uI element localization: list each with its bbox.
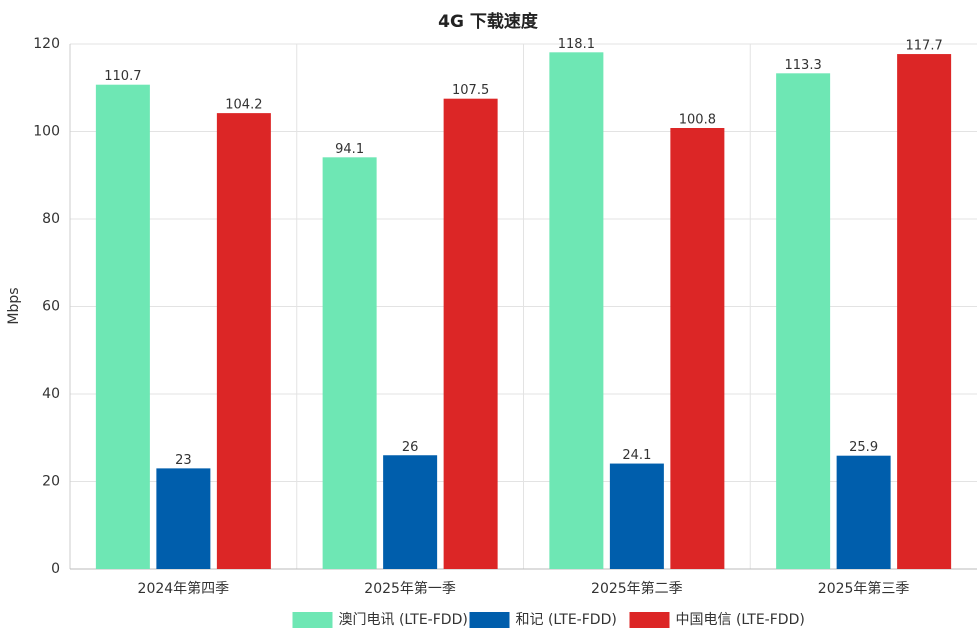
bar <box>95 84 150 569</box>
bar <box>776 73 831 569</box>
chart-title: 4G 下载速度 <box>438 11 539 32</box>
bar <box>609 463 664 569</box>
bar <box>670 128 725 569</box>
x-tick-label: 2025年第二季 <box>591 580 683 597</box>
legend-swatch <box>629 612 670 628</box>
legend-label: 和记 (LTE-FDD) <box>516 612 617 628</box>
value-label: 100.8 <box>679 113 716 128</box>
value-label: 110.7 <box>104 69 141 84</box>
bar <box>383 455 438 569</box>
bar <box>836 455 891 569</box>
legend-swatch <box>292 612 333 628</box>
value-label: 107.5 <box>452 83 489 98</box>
y-tick-label: 80 <box>42 211 60 227</box>
y-tick-label: 100 <box>33 124 60 140</box>
value-label: 117.7 <box>906 39 943 54</box>
legend-label: 中国电信 (LTE-FDD) <box>676 612 805 628</box>
value-label: 23 <box>175 453 192 468</box>
y-tick-label: 0 <box>51 561 60 577</box>
y-axis-label: Mbps <box>6 287 22 324</box>
y-tick-label: 120 <box>33 36 60 52</box>
x-tick-label: 2024年第四季 <box>138 580 230 597</box>
bar <box>156 468 211 569</box>
bar <box>549 52 604 569</box>
bar <box>216 113 271 569</box>
value-label: 113.3 <box>785 58 822 73</box>
legend-label: 澳门电讯 (LTE-FDD) <box>339 612 468 628</box>
y-tick-label: 20 <box>42 474 60 490</box>
value-label: 104.2 <box>225 98 262 113</box>
value-label: 94.1 <box>335 142 364 157</box>
bar <box>322 157 377 569</box>
y-tick-label: 40 <box>42 386 60 402</box>
value-label: 118.1 <box>558 37 595 52</box>
bar <box>443 98 498 569</box>
x-tick-label: 2025年第一季 <box>364 580 456 597</box>
x-tick-label: 2025年第三季 <box>818 580 910 597</box>
bar <box>897 54 952 569</box>
y-tick-label: 60 <box>42 299 60 315</box>
legend-swatch <box>469 612 510 628</box>
value-label: 24.1 <box>622 448 651 463</box>
value-label: 26 <box>402 440 419 455</box>
value-label: 25.9 <box>849 440 878 455</box>
